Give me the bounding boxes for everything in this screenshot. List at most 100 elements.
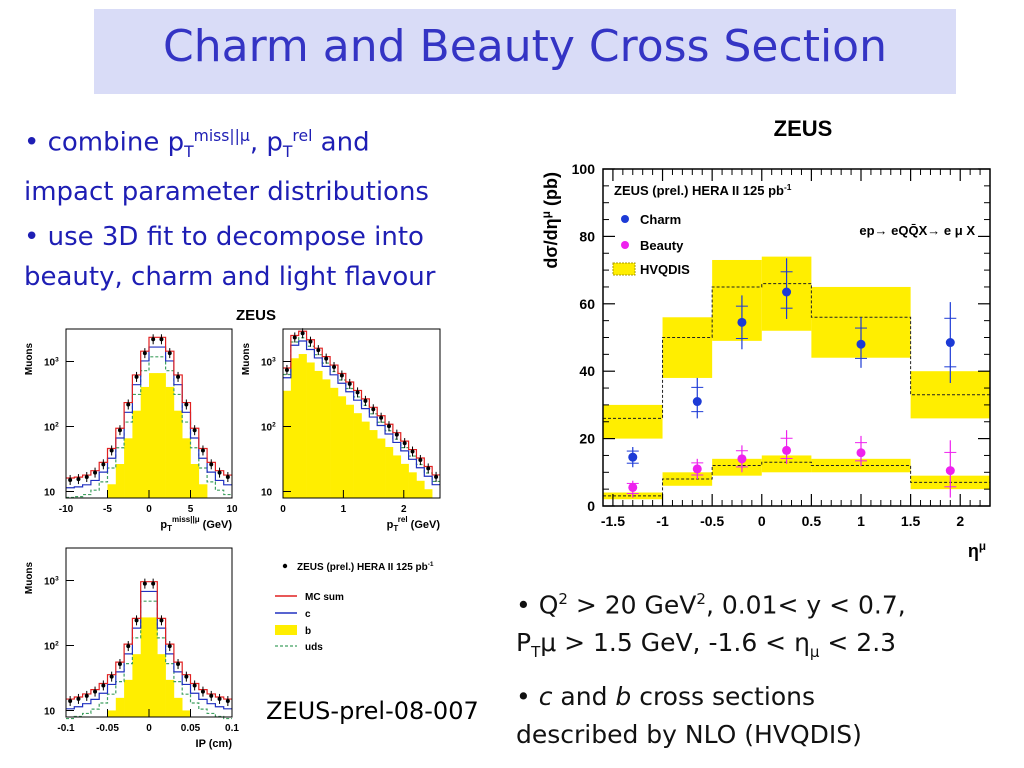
panel-pt-miss-x-tick-label: 10 (226, 504, 238, 515)
panel-pt-rel-b-bar (337, 396, 347, 498)
panel-pt-miss-x-tick-label: 5 (188, 504, 194, 515)
panel-ip-b-bar (149, 617, 158, 717)
panel-pt-miss-b-bar (182, 438, 191, 498)
y-tick-label: 40 (579, 363, 595, 379)
x-tick-label: 1.5 (901, 513, 921, 529)
panel-pt-miss-data-point (192, 428, 197, 433)
panel-ip-y-tick-label: 10 (44, 707, 56, 718)
panel-pt-rel-data-point (379, 415, 384, 420)
panel-ip-data-point (101, 683, 106, 688)
panel-pt-rel-b-bar (361, 421, 370, 498)
bullet-text: • Q (516, 590, 559, 620)
subscript: μ (809, 643, 820, 662)
bullet-text: described by NLO (HVQDIS) (516, 720, 862, 749)
charm-point (782, 287, 792, 297)
bullet-text: cross sections (631, 682, 816, 711)
hvqdis-beauty-central-line (603, 461, 990, 497)
panel-ip-b-bar (140, 617, 150, 717)
y-tick-label: 100 (572, 161, 596, 177)
panel-pt-rel-x-label: pTrel (GeV) (387, 515, 441, 533)
panel-pt-miss-b-bar (132, 410, 141, 498)
bullet-text: < 2.3 (819, 628, 897, 658)
superscript: miss||μ (193, 127, 250, 145)
panel-pt-rel-data-point (394, 432, 399, 437)
page-title: Charm and Beauty Cross Section (163, 21, 887, 72)
panel-ip-b-bar (182, 710, 191, 717)
panel-pt-miss-data-point (151, 337, 156, 342)
panel-pt-rel-b-bar (424, 489, 433, 498)
panel-ip-data-point (159, 618, 164, 623)
panel-ip-b-bar (124, 679, 133, 717)
subscript: T (184, 142, 194, 161)
panel-pt-miss-x-tick-label: -5 (103, 504, 112, 515)
panel-pt-miss-data-point (167, 351, 172, 356)
panel-pt-miss-data-point (126, 402, 131, 407)
bullet-text: • combine p (24, 127, 185, 158)
x-tick-label: 0.5 (802, 513, 822, 529)
panel-pt-rel-x-tick-label: 0 (280, 504, 286, 515)
bullet-text: beauty, charm and light flavour (24, 262, 436, 292)
panel-ip-data-point (167, 644, 172, 649)
panel-pt-rel-b-bar (377, 438, 386, 498)
panel-pt-rel-data-point (284, 367, 289, 372)
hist-legend-uds-label: uds (305, 642, 323, 653)
legend-charm-label: Charm (640, 212, 681, 227)
charm-point (945, 338, 955, 348)
panel-ip-x-label: IP (cm) (196, 738, 233, 750)
panel-ip-b-bar (115, 697, 125, 717)
panel-pt-miss-b-bar (124, 438, 133, 498)
panel-pt-miss-b-bar (198, 484, 208, 498)
panel-ip-data-point (68, 699, 73, 704)
panel-ip-data-point (84, 693, 89, 698)
y-axis-label: dσ/dημ (pb) (539, 172, 561, 269)
bullet-text: and (552, 682, 616, 711)
beauty-point (692, 464, 702, 474)
y-tick-label: 80 (579, 228, 595, 244)
panel-pt-miss-c-line (66, 346, 232, 489)
panel-pt-miss-data-point (84, 475, 89, 480)
reference-label: ZEUS-prel-08-007 (266, 697, 479, 725)
bullet-combine: • combine pTmiss||μ, pTrel and impact pa… (24, 116, 429, 212)
panel-ip-b-bar (157, 654, 166, 717)
hist-legend-b-swatch (275, 625, 297, 635)
panel-ip-b-bar (107, 710, 117, 717)
beauty-point (782, 445, 792, 455)
panel-pt-rel-b-bar (306, 362, 315, 498)
panel-ip-x-tick-label: 0.05 (181, 723, 201, 734)
panel-pt-rel-data-point (332, 365, 337, 370)
panel-pt-miss-data-point (76, 477, 81, 482)
chart-header: ZEUS (774, 116, 833, 141)
panel-ip-x-tick-label: 0 (146, 723, 152, 734)
panel-pt-rel-data-point (371, 407, 376, 412)
panel-ip-data-point (184, 674, 189, 679)
beauty-symbol: b (615, 682, 632, 711)
panel-pt-miss-mc-sum-line (66, 336, 232, 479)
panel-pt-rel-data-point (308, 339, 313, 344)
panel-pt-rel-data-point (347, 381, 352, 386)
panel-pt-rel-b-bar (416, 480, 425, 498)
histogram-header: ZEUS (236, 307, 276, 324)
panel-ip-data-point (225, 699, 230, 704)
panel-ip-data-point (134, 618, 139, 623)
panel-pt-rel-b-bar (290, 358, 299, 498)
y-tick-label: 20 (579, 431, 595, 447)
bullet-text: • use 3D fit to decompose into (24, 222, 424, 252)
panel-pt-miss-data-point (176, 374, 181, 379)
panel-pt-rel-y-tick-label: 102 (261, 422, 276, 434)
hvqdis-charm-band (662, 317, 713, 378)
legend-hvqdis-label: HVQDIS (640, 262, 690, 277)
legend-charm-marker (621, 215, 629, 223)
bullet-text: , p (249, 127, 283, 158)
x-tick-label: 2 (956, 513, 964, 529)
hist-legend-mc-label: MC sum (305, 592, 344, 603)
panel-pt-rel-y-label: Muons (241, 342, 252, 375)
panel-pt-miss-b-bar (149, 373, 158, 498)
beauty-point (628, 482, 638, 492)
panel-pt-miss-data-point (109, 448, 114, 453)
panel-ip-data-point (126, 644, 131, 649)
panel-pt-rel-b-bar (322, 379, 331, 498)
panel-pt-miss-y-label: Muons (24, 342, 35, 375)
superscript: 2 (558, 590, 568, 608)
hvqdis-charm-band (712, 259, 762, 341)
charm-point (692, 397, 702, 407)
